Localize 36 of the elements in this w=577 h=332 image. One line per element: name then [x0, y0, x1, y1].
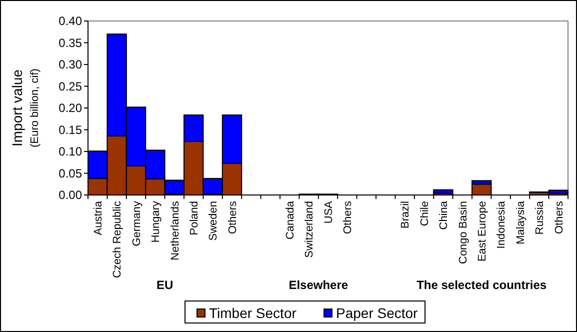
x-tick-label: Chile: [418, 201, 431, 226]
y-tick-label: 0.35: [58, 36, 82, 50]
x-tick-label: Russia: [534, 200, 546, 235]
x-tick-label: Brazil: [400, 201, 412, 229]
x-tick-label: Czech Republic: [112, 200, 124, 278]
x-tick-label: Poland: [188, 201, 200, 236]
x-tick-label: Others: [226, 200, 239, 234]
x-tick-label: Germany: [130, 200, 143, 246]
y-tick-label: 0.00: [58, 188, 82, 202]
y-tick-label: 0.40: [58, 14, 82, 28]
x-tick-label: Malaysia: [514, 200, 527, 244]
y-tick-label: 0.20: [58, 101, 82, 116]
x-tick-label: Others: [342, 200, 354, 234]
x-tick-label: Others: [553, 200, 566, 234]
y-tick-label: 0.15: [58, 122, 82, 137]
y-tick-label: 0.10: [58, 144, 82, 159]
x-tick-label: Canada: [284, 200, 296, 240]
x-tick-label: Switzerland: [304, 201, 316, 258]
x-tick-label: Indonesia: [496, 200, 508, 249]
y-axis-title: Import value (Euro billion, cif): [9, 68, 41, 148]
x-tick-label: Congo Basin: [457, 201, 470, 264]
y-tick-label: 0.30: [58, 58, 82, 72]
text: Elsewhere: [288, 278, 348, 292]
text: The selected countries: [416, 278, 547, 292]
y-tick-label: 0.05: [58, 166, 82, 180]
x-tick-label: China: [438, 200, 450, 230]
text: EU: [156, 278, 174, 292]
x-tick-label: Austria: [92, 200, 104, 236]
legend-label: Paper Sector: [336, 304, 418, 321]
x-tick-label: East Europe: [476, 201, 488, 262]
x-tick-label: Netherlands: [169, 200, 182, 260]
x-tick-label: Hungary: [150, 200, 162, 243]
x-tick-label: Sweden: [208, 201, 220, 241]
y-tick-label: 0.25: [58, 79, 82, 94]
legend-label: Timber Sector: [209, 304, 297, 321]
x-tick-label: USA: [322, 200, 335, 224]
